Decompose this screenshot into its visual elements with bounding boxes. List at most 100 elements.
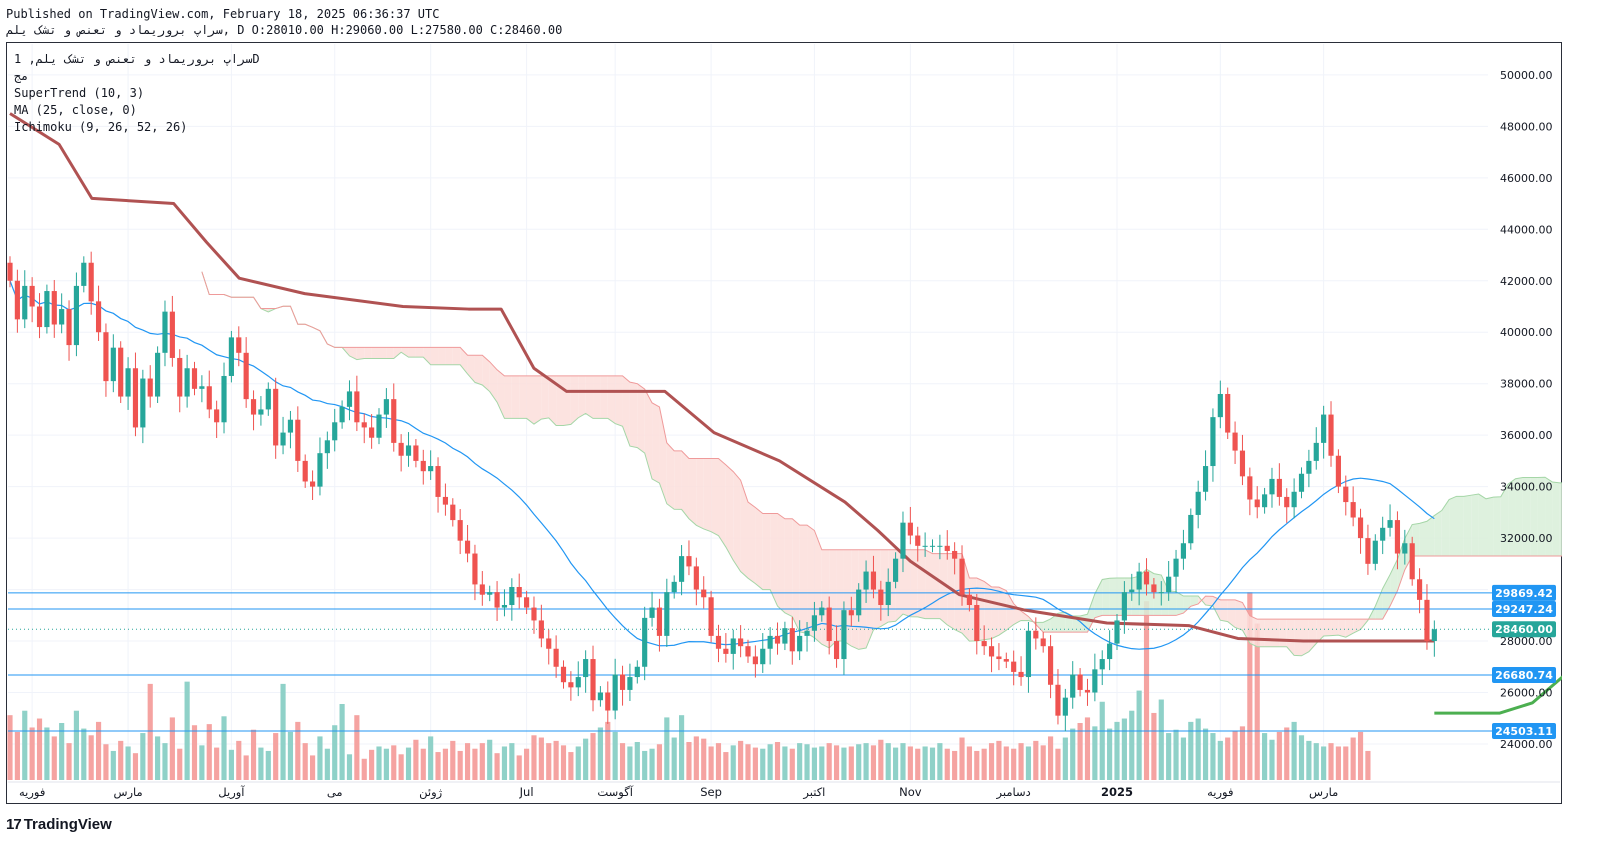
price-axis[interactable]: 24000.0026000.0028000.0030000.0032000.00…: [1500, 69, 1553, 751]
cloud-segment: [489, 361, 498, 403]
candle: [1025, 621, 1032, 693]
candle: [1166, 561, 1172, 601]
candle-body: [826, 607, 832, 642]
chart-frame: [6, 42, 1562, 804]
candle: [1254, 486, 1260, 519]
cloud-segment: [666, 442, 675, 510]
cloud-segment: [1537, 477, 1546, 556]
volume-bar: [1276, 731, 1282, 780]
candle: [428, 450, 434, 480]
cloud-segment: [460, 347, 468, 374]
cloud-segment: [784, 518, 793, 617]
candle-body: [59, 309, 65, 325]
cloud-segment: [1515, 477, 1523, 556]
candle-body: [863, 571, 869, 590]
volume-bar: [738, 740, 744, 780]
cloud-segment: [1345, 619, 1354, 638]
legend-supertrend[interactable]: SuperTrend (10, 3): [14, 86, 145, 100]
tradingview-logo-icon: 17: [6, 815, 22, 833]
legend-exchange: مج: [14, 69, 29, 83]
candle: [1328, 401, 1334, 467]
candle-body: [1070, 674, 1076, 698]
volume-bar: [715, 743, 722, 780]
cloud-segment: [1249, 615, 1258, 647]
candle: [501, 589, 508, 617]
cloud-segment: [629, 382, 638, 448]
candle: [597, 686, 603, 707]
volume-bar: [346, 754, 353, 780]
volume-bar: [1040, 745, 1046, 780]
candle-body: [36, 306, 43, 328]
volume-bar: [1166, 733, 1172, 780]
last-price-label: 28460.00: [1495, 623, 1553, 636]
volume-bar: [391, 745, 397, 780]
candle: [309, 470, 316, 501]
candle-body: [1328, 414, 1334, 456]
cloud-segment: [851, 549, 859, 650]
candle: [250, 390, 257, 431]
candle: [354, 375, 360, 432]
volume-bar: [560, 745, 567, 780]
tradingview-logo[interactable]: 17 TradingView: [6, 815, 112, 833]
legend-symbol[interactable]: سراپ بروریماد و تعنص و تشک یلم, 1D: [14, 52, 260, 66]
candle: [442, 483, 449, 516]
volume-bar: [693, 736, 699, 780]
candle: [656, 598, 663, 652]
supertrend-line: [9, 112, 1562, 715]
cloud-segment: [1183, 596, 1191, 614]
candle: [295, 406, 301, 472]
candle: [1409, 536, 1415, 586]
volume-bar: [1298, 735, 1305, 780]
price-tick-label: 50000.00: [1500, 69, 1553, 82]
candle-body: [295, 419, 301, 461]
candle-body: [1055, 684, 1061, 716]
legend-ma[interactable]: MA (25, close, 0): [14, 103, 137, 117]
volume-bar: [214, 747, 220, 780]
candle-body: [671, 581, 677, 593]
volume-bar: [568, 752, 574, 780]
volume-bar: [332, 725, 338, 780]
candle-body: [974, 605, 980, 642]
volume-bar: [870, 745, 877, 780]
candle-body: [125, 368, 131, 397]
cloud-segment: [792, 518, 800, 632]
candle-body: [531, 607, 537, 621]
cloud-segment: [1235, 599, 1243, 631]
candle: [1431, 620, 1437, 657]
volume-bar: [295, 721, 301, 780]
candle-body: [1129, 589, 1135, 593]
candle: [553, 635, 559, 678]
candle: [1269, 467, 1275, 508]
candle: [1143, 558, 1150, 596]
candle: [376, 408, 382, 445]
chart-canvas[interactable]: 24000.0026000.0028000.0030000.0032000.00…: [6, 42, 1562, 804]
cloud-segment: [1094, 579, 1103, 618]
volume-bar: [723, 752, 729, 780]
candle: [1033, 617, 1039, 650]
candle-body: [1350, 502, 1356, 518]
cloud-segment: [1286, 619, 1295, 656]
cloud-segment: [356, 347, 365, 360]
candle-body: [1247, 476, 1253, 500]
volume-bar: [1047, 736, 1054, 780]
candle-body: [1416, 579, 1423, 600]
time-tick-label: فوریه: [1207, 785, 1233, 800]
volume-bar: [110, 750, 116, 780]
time-axis[interactable]: فوریه مارس آوریل می ژوئن Jul آگوست Sep اکتبر Nov د…: [8, 781, 1560, 800]
candle: [147, 365, 153, 408]
volume-bar: [199, 745, 205, 780]
legend-ichimoku[interactable]: Ichimoku (9, 26, 52, 26): [14, 120, 188, 134]
cloud-segment: [1522, 477, 1531, 556]
volume-bar: [885, 743, 891, 780]
candle: [302, 454, 308, 488]
candle: [1129, 573, 1135, 601]
volume-bar: [605, 721, 611, 780]
volume-bar: [981, 748, 987, 780]
candle: [1394, 511, 1401, 570]
candle-body: [354, 391, 360, 423]
candle: [856, 583, 862, 622]
candle: [420, 449, 426, 485]
volume-bar: [774, 742, 781, 780]
candle: [738, 625, 744, 658]
candle-body: [1062, 697, 1068, 716]
